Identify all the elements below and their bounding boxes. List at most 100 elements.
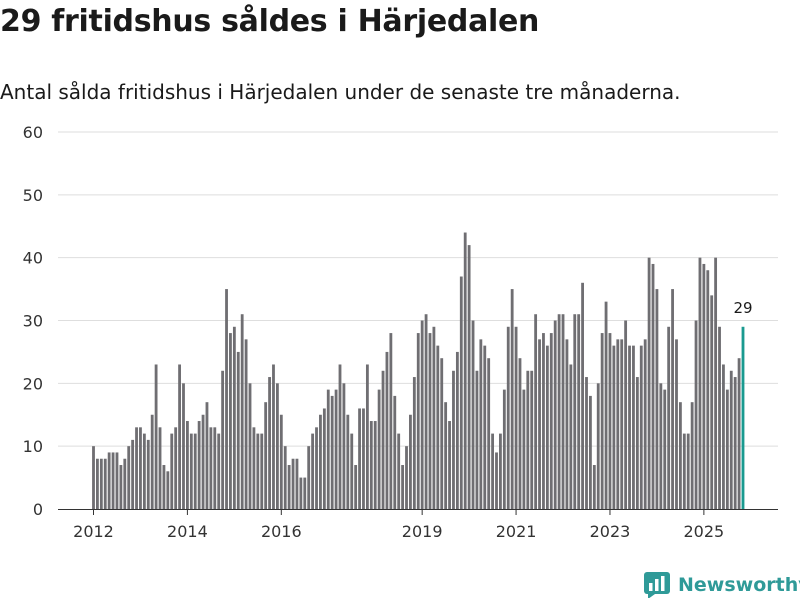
bar bbox=[135, 427, 138, 509]
bar bbox=[397, 433, 401, 509]
bar bbox=[549, 333, 553, 509]
bar bbox=[706, 270, 710, 509]
bar bbox=[639, 345, 643, 509]
bar bbox=[491, 433, 494, 509]
y-tick-label: 60 bbox=[23, 123, 43, 142]
bar bbox=[362, 408, 365, 509]
bar bbox=[510, 289, 514, 509]
bar bbox=[459, 276, 463, 509]
bar bbox=[632, 345, 635, 509]
y-tick-label: 30 bbox=[23, 312, 43, 331]
x-tick-label: 2012 bbox=[73, 522, 114, 541]
bar bbox=[722, 364, 725, 509]
bar bbox=[596, 383, 600, 509]
bar bbox=[475, 370, 479, 509]
bar bbox=[432, 326, 436, 509]
bar bbox=[577, 314, 581, 509]
bar bbox=[377, 389, 381, 509]
bar bbox=[209, 427, 213, 509]
bar bbox=[428, 333, 432, 509]
bar bbox=[514, 326, 518, 509]
bar bbox=[412, 377, 416, 509]
bar bbox=[522, 389, 526, 509]
bar bbox=[655, 289, 659, 509]
bar bbox=[545, 345, 549, 509]
last-value-label: 29 bbox=[733, 299, 752, 317]
bars bbox=[92, 232, 745, 509]
newsworthy-logo: Newsworthy bbox=[644, 570, 800, 600]
bar bbox=[565, 339, 569, 509]
bar bbox=[225, 289, 228, 509]
bar bbox=[193, 433, 197, 509]
x-tick-label: 2025 bbox=[684, 522, 725, 541]
x-tick-label: 2023 bbox=[590, 522, 631, 541]
bar bbox=[502, 389, 506, 509]
bar bbox=[436, 345, 440, 509]
bar bbox=[178, 364, 181, 509]
bar bbox=[710, 295, 714, 509]
chart-subtitle: Antal sålda fritidshus i Härjedalen unde… bbox=[0, 80, 681, 104]
bar bbox=[373, 421, 377, 509]
bar bbox=[385, 351, 389, 509]
bar bbox=[330, 395, 334, 509]
bar bbox=[131, 439, 135, 509]
x-tick-label: 2021 bbox=[496, 522, 537, 541]
bar bbox=[268, 377, 271, 509]
bar bbox=[702, 263, 706, 509]
bar bbox=[678, 402, 682, 509]
bar bbox=[115, 452, 119, 509]
bar bbox=[244, 339, 248, 509]
bar bbox=[213, 427, 217, 509]
bar bbox=[279, 414, 283, 509]
bar bbox=[217, 433, 221, 509]
bar bbox=[647, 257, 651, 509]
bar bbox=[229, 333, 232, 509]
bar bbox=[499, 433, 502, 509]
bar bbox=[506, 326, 510, 509]
y-tick-label: 0 bbox=[33, 500, 43, 519]
bar bbox=[182, 383, 185, 509]
bar bbox=[197, 421, 201, 509]
bar bbox=[272, 364, 275, 509]
bar bbox=[452, 370, 455, 509]
bar bbox=[369, 421, 373, 509]
bar bbox=[741, 326, 745, 509]
bar bbox=[142, 433, 146, 509]
bar bbox=[381, 370, 385, 509]
x-tick-label: 2014 bbox=[167, 522, 208, 541]
y-axis-ticks: 0 10 20 30 40 50 60 bbox=[23, 123, 43, 519]
bar bbox=[291, 458, 295, 509]
bar bbox=[714, 257, 718, 509]
bar bbox=[729, 370, 733, 509]
bar bbox=[338, 364, 342, 509]
x-axis-ticks: 2012 2014 2016 2019 2021 2023 2025 bbox=[73, 509, 724, 541]
bar bbox=[659, 383, 663, 509]
bar bbox=[401, 465, 405, 509]
bar bbox=[573, 314, 577, 509]
bar bbox=[467, 245, 471, 509]
bar bbox=[248, 383, 252, 509]
bar bbox=[698, 257, 702, 509]
bar bbox=[409, 414, 412, 509]
bar bbox=[99, 458, 103, 509]
bar bbox=[170, 433, 174, 509]
bar bbox=[592, 465, 596, 509]
y-tick-label: 20 bbox=[23, 374, 43, 393]
bar bbox=[635, 377, 639, 509]
bar bbox=[737, 358, 741, 509]
chart-title: 29 fritidshus såldes i Härjedalen bbox=[0, 4, 540, 39]
bar bbox=[440, 358, 444, 509]
bar bbox=[107, 452, 111, 509]
bar bbox=[718, 326, 721, 509]
bar bbox=[671, 289, 674, 509]
bar bbox=[675, 339, 678, 509]
bar bbox=[530, 370, 534, 509]
bar bbox=[604, 301, 608, 509]
bar bbox=[358, 408, 361, 509]
bar bbox=[295, 458, 299, 509]
bar bbox=[589, 395, 592, 509]
bar bbox=[608, 333, 612, 509]
bar bbox=[416, 333, 420, 509]
bar bbox=[174, 427, 178, 509]
